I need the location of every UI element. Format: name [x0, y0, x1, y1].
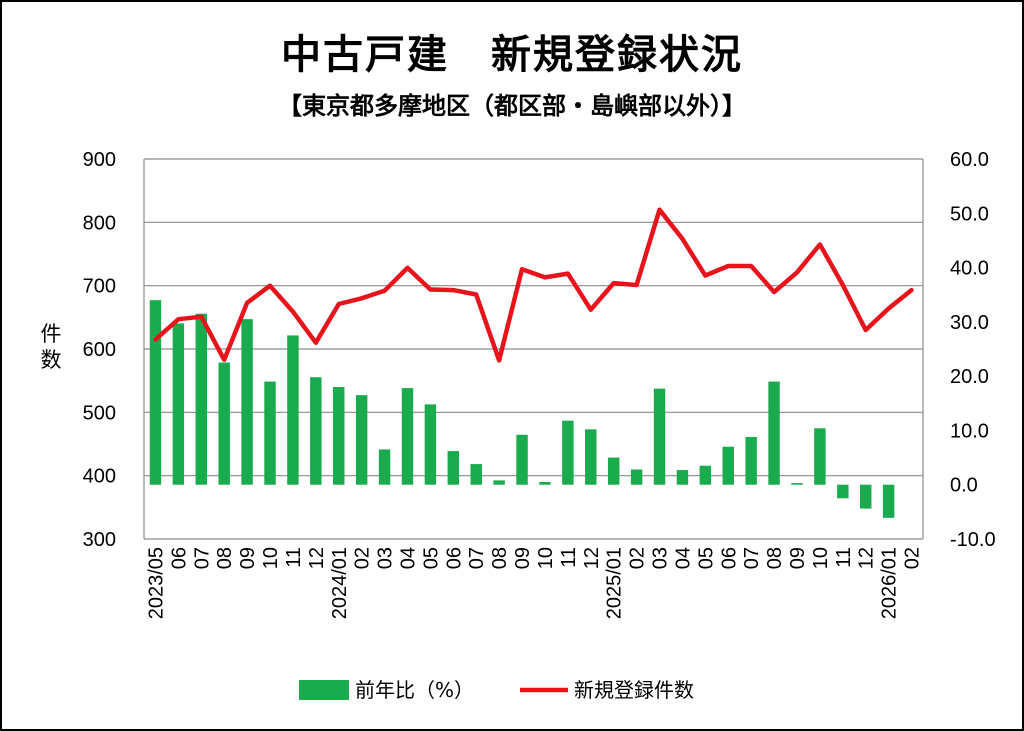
x-tick-label: 11 [558, 547, 580, 568]
bar [355, 395, 368, 485]
bar [699, 465, 712, 485]
right-tick-label: 20.0 [950, 366, 989, 388]
bar [859, 484, 872, 509]
x-tick-label: 09 [512, 547, 534, 569]
bar [264, 381, 276, 485]
left-tick-label: 500 [83, 402, 116, 424]
bar [195, 313, 208, 485]
x-tick-label: 10 [260, 547, 282, 569]
left-tick-label: 800 [83, 212, 116, 234]
bar [837, 484, 849, 499]
bar [241, 319, 253, 485]
y-axis-title-char: 件 [41, 322, 62, 346]
right-tick-label: -10.0 [950, 529, 996, 551]
x-tick-label: 05 [695, 547, 717, 569]
x-tick-label: 11 [283, 547, 305, 568]
x-tick-label: 06 [718, 547, 740, 569]
x-tick-label: 08 [214, 547, 236, 569]
x-tick-label: 07 [466, 547, 488, 569]
legend-line-label: 新規登録件数 [574, 678, 694, 702]
right-tick-label: 30.0 [950, 312, 989, 334]
chart-title: 中古戸建 新規登録状況 [281, 32, 743, 78]
x-tick-label: 06 [168, 547, 190, 569]
bar [218, 362, 230, 485]
gridlines [144, 158, 923, 540]
left-tick-label: 300 [83, 529, 116, 551]
x-tick-label: 08 [764, 547, 786, 569]
line-series [153, 207, 914, 363]
bar [310, 377, 322, 485]
bar [562, 420, 574, 485]
x-tick-label: 08 [489, 547, 511, 569]
bar [149, 300, 162, 485]
bar [424, 404, 437, 485]
x-tick-label: 04 [397, 547, 419, 569]
bar [447, 451, 460, 485]
y-axis-title-char: 数 [41, 348, 62, 372]
right-tick-label: 40.0 [950, 258, 989, 280]
left-tick-label: 400 [83, 466, 116, 488]
bar [768, 381, 780, 485]
bar [722, 446, 734, 485]
bar [378, 449, 391, 485]
bar [676, 470, 689, 485]
bar-series [149, 300, 895, 518]
x-tick-label: 12 [856, 547, 878, 569]
x-tick-label: 02 [902, 547, 924, 569]
x-tick-label: 12 [306, 547, 328, 569]
legend-bar-label: 前年比（%） [355, 678, 474, 702]
legend-bar-swatch [299, 680, 349, 700]
bar [516, 434, 528, 485]
right-tick-label: 10.0 [950, 420, 989, 442]
bar [333, 387, 345, 485]
bar [791, 483, 803, 485]
x-tick-label: 03 [650, 547, 672, 569]
x-tick-label: 02 [352, 547, 374, 569]
x-tick-label: 07 [741, 547, 763, 569]
bar [287, 335, 299, 485]
left-tick-label: 900 [83, 149, 116, 171]
x-tick-label: 05 [420, 547, 442, 569]
chart-subtitle: 【東京都多摩地区（都区部・島嶼部以外）】 [278, 92, 746, 120]
x-tick-label: 06 [443, 547, 465, 569]
x-tick-label: 09 [787, 547, 809, 569]
bar [745, 436, 757, 485]
right-tick-label: 0.0 [950, 475, 978, 497]
x-tick-label: 2026/01 [879, 547, 901, 619]
bar [585, 429, 597, 485]
x-tick-label: 04 [672, 547, 694, 569]
bar [814, 428, 826, 485]
x-tick-label: 09 [237, 547, 259, 569]
x-tick-label: 02 [627, 547, 649, 569]
bar [882, 484, 895, 518]
line-path [153, 207, 914, 363]
bar [401, 388, 414, 485]
x-tick-label: 2024/01 [329, 547, 351, 619]
bar [607, 457, 620, 485]
x-tick-label: 2025/01 [604, 547, 626, 619]
bar [470, 464, 482, 485]
y-axis-title: 件数 [41, 322, 62, 372]
bar [172, 323, 185, 485]
x-tick-label: 10 [810, 547, 832, 569]
bar [653, 388, 666, 485]
bar [493, 480, 505, 485]
right-tick-label: 60.0 [950, 149, 989, 171]
bar [539, 482, 551, 485]
legend: 前年比（%） 新規登録件数 [299, 678, 694, 702]
left-tick-label: 600 [83, 339, 116, 361]
axes: 900 800 700 600 500 400 300 60.0 50.0 40.0 30.0 20.… [83, 149, 996, 619]
right-tick-label: 50.0 [950, 203, 989, 225]
left-tick-label: 700 [83, 276, 116, 298]
x-tick-label: 10 [535, 547, 557, 569]
x-tick-label: 2023/05 [145, 547, 167, 619]
x-tick-label: 07 [191, 547, 213, 569]
bar [630, 469, 643, 485]
x-tick-label: 03 [375, 547, 397, 569]
x-tick-label: 12 [581, 547, 603, 569]
x-tick-label: 11 [833, 547, 855, 568]
